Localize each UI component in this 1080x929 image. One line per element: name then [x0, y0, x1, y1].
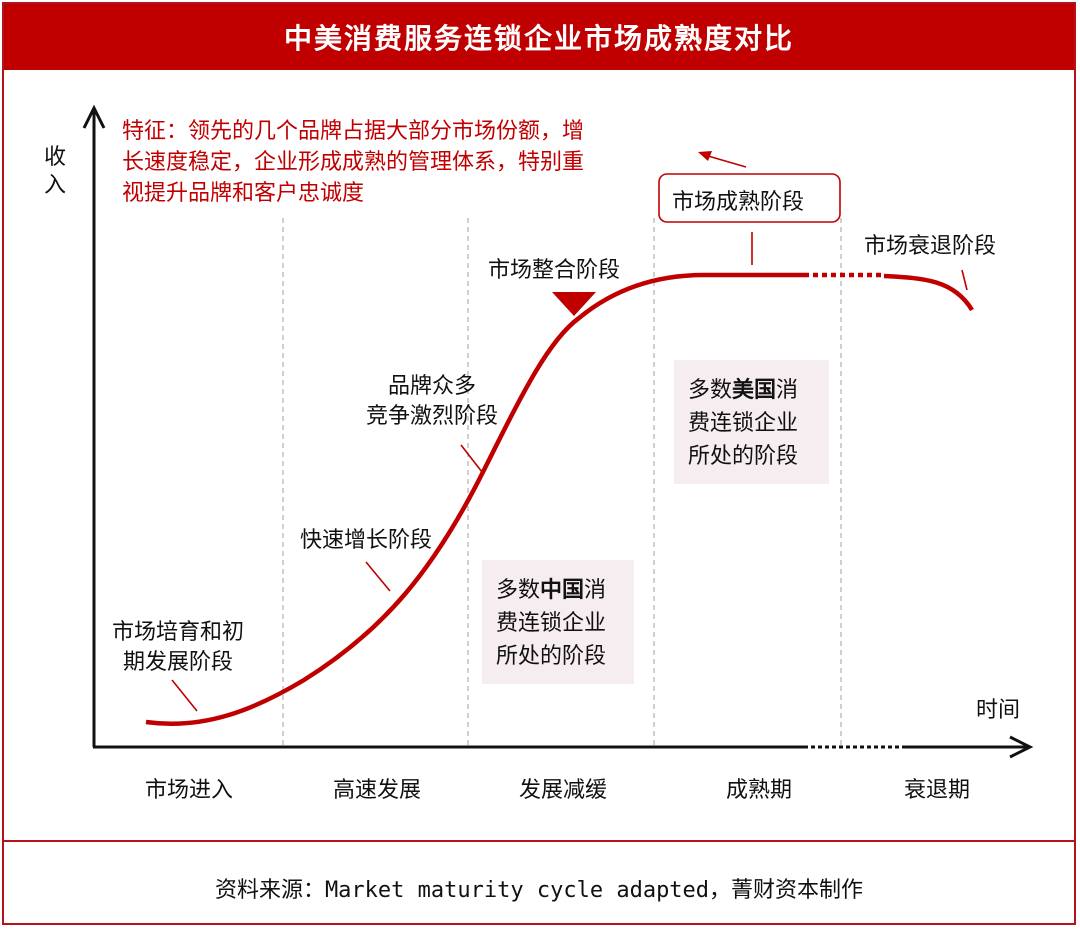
decline-curve — [883, 273, 974, 312]
source-note: 资料来源：Market maturity cycle adapted，菁财资本制… — [214, 878, 864, 903]
usa-stage-box: 多数美国消 费连锁企业 所处的阶段 — [674, 360, 829, 484]
diagram-canvas — [82, 104, 1034, 759]
x-axis-label: 时间 — [976, 698, 1021, 723]
stage-label-high-growth: 高速发展 — [332, 778, 421, 803]
footer-divider — [4, 840, 1074, 842]
label-competition: 品牌众多 竞争激烈阶段 — [366, 374, 499, 429]
y-axis-arrowhead — [82, 104, 106, 129]
label-maturity: 市场成熟阶段 — [672, 190, 805, 215]
stage-label-maturity: 成熟期 — [725, 778, 792, 803]
pointer-growth — [365, 561, 391, 592]
label-decline: 市场衰退阶段 — [864, 234, 997, 259]
pointer-decline — [961, 269, 968, 291]
maturity-curve — [145, 272, 804, 727]
consolidation-marker — [552, 292, 596, 316]
stage-label-entry: 市场进入 — [144, 778, 233, 803]
china-stage-box: 多数中国消 费连锁企业 所处的阶段 — [482, 560, 634, 684]
x-axis-arrowhead — [1009, 735, 1034, 759]
stage-label-decline: 衰退期 — [903, 778, 970, 803]
label-growth: 快速增长阶段 — [300, 528, 433, 553]
label-consolidation: 市场整合阶段 — [488, 258, 621, 283]
pointer-incubation — [171, 679, 198, 712]
stage-label-slowdown: 发展减缓 — [518, 778, 607, 803]
pointer-competition — [460, 444, 483, 473]
maturity-label-box — [658, 173, 841, 223]
title-bar: 中美消费服务连锁企业市场成熟度对比 — [4, 4, 1074, 70]
label-incubation: 市场培育和初 期发展阶段 — [112, 620, 245, 675]
feature-arrowhead — [698, 151, 712, 161]
feature-arrow — [707, 155, 747, 168]
diagram-title: 中美消费服务连锁企业市场成熟度对比 — [283, 22, 794, 55]
feature-note: 特征：领先的几个品牌占据大部分市场份额，增长速度稳定，企业形成成熟的管理体系，特… — [122, 119, 585, 206]
y-axis-label: 收入 — [43, 145, 66, 198]
